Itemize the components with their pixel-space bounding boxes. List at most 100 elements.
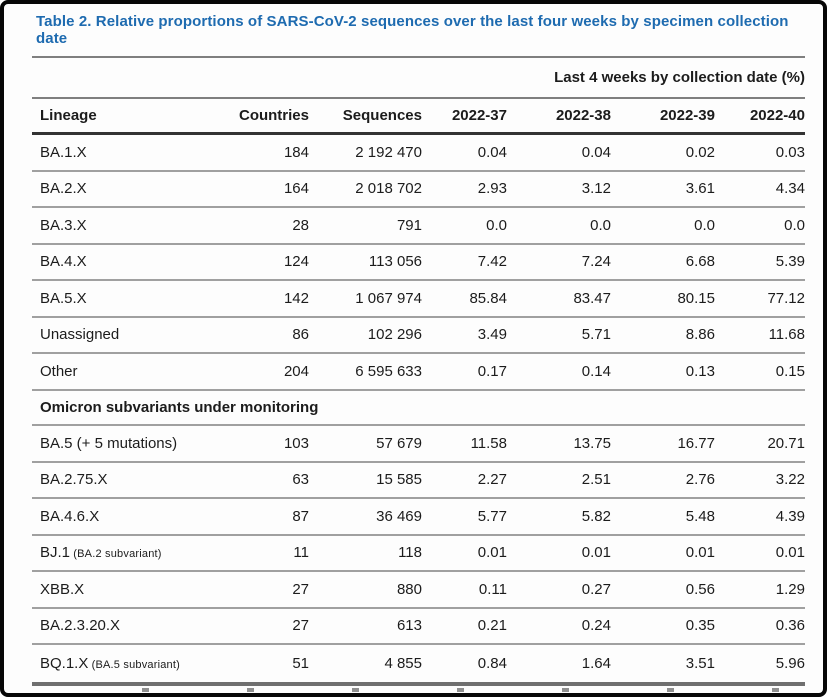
table-row: Other 204 6 595 633 0.17 0.14 0.13 0.15 xyxy=(32,354,805,391)
column-header-row: Lineage Countries Sequences 2022-37 2022… xyxy=(32,97,805,135)
countries-cell: 86 xyxy=(292,326,309,344)
lineage-cell: Unassigned xyxy=(40,326,120,344)
sequences-cell: 880 xyxy=(396,580,422,598)
column-header-lineage: Lineage xyxy=(40,107,97,124)
week-2022-37-cell: 0.0 xyxy=(486,216,507,234)
table-row: XBB.X 27 880 0.11 0.27 0.56 1.29 xyxy=(32,572,805,609)
group-header-label: Last 4 weeks by collection date (%) xyxy=(554,69,805,86)
week-2022-37-cell: 3.49 xyxy=(477,326,507,344)
week-2022-38-cell: 13.75 xyxy=(573,434,611,452)
week-2022-37-cell: 0.17 xyxy=(477,362,507,380)
sequences-cell: 613 xyxy=(396,617,422,635)
week-2022-37-cell: 5.77 xyxy=(477,507,507,525)
week-2022-37-cell: 0.21 xyxy=(477,617,507,635)
week-2022-40-cell: 20.71 xyxy=(767,434,805,452)
column-header-week-2022-39: 2022-39 xyxy=(659,107,715,124)
main-rows-group: BA.1.X 184 2 192 470 0.04 0.04 0.02 0.03 BA.2.X… xyxy=(32,135,805,391)
week-2022-39-cell: 0.35 xyxy=(685,617,715,635)
lineage-note: (BA.5 subvariant) xyxy=(88,658,180,671)
week-2022-38-cell: 0.0 xyxy=(590,216,611,234)
sequences-cell: 791 xyxy=(396,216,422,234)
table-bottom-rule xyxy=(32,681,805,686)
week-2022-37-cell: 7.42 xyxy=(477,253,507,271)
week-2022-39-cell: 3.51 xyxy=(685,654,715,672)
week-2022-39-cell: 0.02 xyxy=(685,143,715,161)
week-2022-38-cell: 0.24 xyxy=(581,617,611,635)
week-2022-37-cell: 2.93 xyxy=(477,180,507,198)
week-2022-40-cell: 1.29 xyxy=(775,580,805,598)
week-2022-38-cell: 0.14 xyxy=(581,362,611,380)
week-2022-38-cell: 5.82 xyxy=(581,507,611,525)
countries-cell: 164 xyxy=(283,180,309,198)
table-row: BA.2.X 164 2 018 702 2.93 3.12 3.61 4.34 xyxy=(32,172,805,208)
week-2022-39-cell: 0.01 xyxy=(685,544,715,562)
lineage-cell: BA.4.X xyxy=(40,253,87,271)
lineage-cell: XBB.X xyxy=(40,580,85,598)
countries-cell: 124 xyxy=(283,253,309,271)
week-2022-40-cell: 4.39 xyxy=(775,507,805,525)
table-row: BQ.1.X (BA.5 subvariant) 51 4 855 0.84 1.64 3… xyxy=(32,645,805,682)
sequences-cell: 6 595 633 xyxy=(355,362,422,380)
column-header-sequences: Sequences xyxy=(342,107,422,124)
table-row: BA.3.X 28 791 0.0 0.0 0.0 0.0 xyxy=(32,208,805,245)
week-2022-37-cell: 0.11 xyxy=(478,580,507,598)
week-2022-38-cell: 0.04 xyxy=(581,143,611,161)
week-2022-40-cell: 0.0 xyxy=(784,216,805,234)
week-2022-39-cell: 80.15 xyxy=(677,289,715,307)
week-2022-40-cell: 5.39 xyxy=(775,253,805,271)
week-2022-40-cell: 0.03 xyxy=(775,143,805,161)
week-2022-38-cell: 5.71 xyxy=(581,326,611,344)
table-row: BA.2.75.X 63 15 585 2.27 2.51 2.76 3.22 xyxy=(32,463,805,499)
countries-cell: 63 xyxy=(292,471,309,489)
week-2022-39-cell: 16.77 xyxy=(677,434,715,452)
sequences-cell: 1 067 974 xyxy=(355,289,422,307)
lineage-cell: BA.2.75.X xyxy=(40,471,108,489)
countries-cell: 204 xyxy=(283,362,309,380)
column-header-week-2022-37: 2022-37 xyxy=(451,107,507,124)
column-header-week-2022-38: 2022-38 xyxy=(555,107,611,124)
week-2022-39-cell: 0.56 xyxy=(685,580,715,598)
week-2022-38-cell: 1.64 xyxy=(581,654,611,672)
week-2022-40-cell: 77.12 xyxy=(767,289,805,307)
lineage-cell: BA.2.X xyxy=(40,180,87,198)
table-row: BA.2.3.20.X 27 613 0.21 0.24 0.35 0.36 xyxy=(32,609,805,645)
week-2022-37-cell: 85.84 xyxy=(469,289,507,307)
countries-cell: 142 xyxy=(283,289,309,307)
countries-cell: 103 xyxy=(283,434,309,452)
table-row: BA.1.X 184 2 192 470 0.04 0.04 0.02 0.03 xyxy=(32,135,805,172)
section-header-row: Omicron subvariants under monitoring xyxy=(32,391,805,426)
lineage-cell: BA.4.6.X xyxy=(40,507,100,525)
section-header-label: Omicron subvariants under monitoring xyxy=(40,398,319,416)
countries-cell: 51 xyxy=(292,654,309,672)
week-2022-40-cell: 0.15 xyxy=(775,362,805,380)
table-row: BA.5 (+ 5 mutations) 103 57 679 11.58 13.75 1… xyxy=(32,426,805,463)
week-2022-40-cell: 5.96 xyxy=(775,654,805,672)
week-2022-39-cell: 5.48 xyxy=(685,507,715,525)
sequences-cell: 118 xyxy=(398,544,422,562)
sequences-cell: 57 679 xyxy=(376,434,422,452)
countries-cell: 27 xyxy=(292,580,309,598)
week-2022-39-cell: 6.68 xyxy=(685,253,715,271)
week-2022-38-cell: 83.47 xyxy=(573,289,611,307)
week-2022-37-cell: 0.84 xyxy=(477,654,507,672)
week-2022-37-cell: 0.04 xyxy=(477,143,507,161)
week-2022-40-cell: 3.22 xyxy=(775,471,805,489)
lineage-cell: BJ.1 (BA.2 subvariant) xyxy=(40,544,162,562)
countries-cell: 87 xyxy=(292,507,309,525)
countries-cell: 28 xyxy=(292,216,309,234)
table-row: BJ.1 (BA.2 subvariant) 11 118 0.01 0.01 0.01 0… xyxy=(32,536,805,572)
week-2022-38-cell: 2.51 xyxy=(581,471,611,489)
table-title: Table 2. Relative proportions of SARS-Co… xyxy=(36,13,789,47)
week-2022-39-cell: 3.61 xyxy=(685,180,715,198)
sequences-cell: 2 018 702 xyxy=(355,180,422,198)
table-row: Unassigned 86 102 296 3.49 5.71 8.86 11.68 xyxy=(32,318,805,354)
week-2022-40-cell: 0.36 xyxy=(775,617,805,635)
table-row: BA.4.6.X 87 36 469 5.77 5.82 5.48 4.39 xyxy=(32,499,805,536)
week-2022-37-cell: 0.01 xyxy=(477,544,507,562)
lineage-cell: BA.5 (+ 5 mutations) xyxy=(40,434,178,452)
sequences-cell: 36 469 xyxy=(376,507,422,525)
lineage-table: Last 4 weeks by collection date (%) Line… xyxy=(32,56,805,692)
countries-cell: 184 xyxy=(283,143,309,161)
week-2022-39-cell: 0.0 xyxy=(694,216,715,234)
